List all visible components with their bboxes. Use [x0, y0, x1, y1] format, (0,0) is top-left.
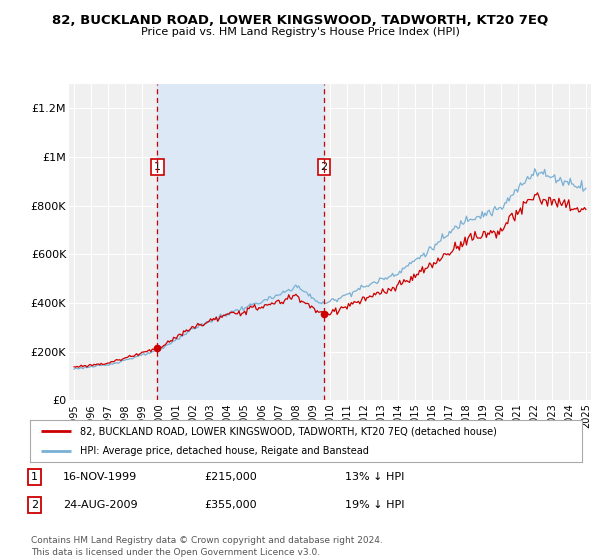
Text: 82, BUCKLAND ROAD, LOWER KINGSWOOD, TADWORTH, KT20 7EQ (detached house): 82, BUCKLAND ROAD, LOWER KINGSWOOD, TADW…: [80, 426, 497, 436]
Text: £215,000: £215,000: [204, 472, 257, 482]
Text: 82, BUCKLAND ROAD, LOWER KINGSWOOD, TADWORTH, KT20 7EQ: 82, BUCKLAND ROAD, LOWER KINGSWOOD, TADW…: [52, 14, 548, 27]
Text: Contains HM Land Registry data © Crown copyright and database right 2024.
This d: Contains HM Land Registry data © Crown c…: [31, 536, 383, 557]
Text: 1: 1: [154, 162, 161, 172]
Text: 24-AUG-2009: 24-AUG-2009: [63, 500, 137, 510]
Text: 16-NOV-1999: 16-NOV-1999: [63, 472, 137, 482]
Text: Price paid vs. HM Land Registry's House Price Index (HPI): Price paid vs. HM Land Registry's House …: [140, 27, 460, 37]
Text: 2: 2: [320, 162, 328, 172]
Text: HPI: Average price, detached house, Reigate and Banstead: HPI: Average price, detached house, Reig…: [80, 446, 368, 456]
Text: 2: 2: [31, 500, 38, 510]
Text: £355,000: £355,000: [204, 500, 257, 510]
Bar: [157, 84, 324, 400]
Text: 1: 1: [31, 472, 38, 482]
Text: 13% ↓ HPI: 13% ↓ HPI: [345, 472, 404, 482]
Text: 19% ↓ HPI: 19% ↓ HPI: [345, 500, 404, 510]
